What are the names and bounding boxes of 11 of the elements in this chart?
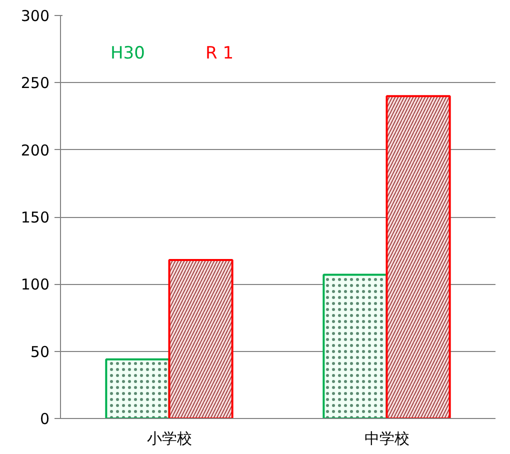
y-tick-label: 250 (20, 74, 50, 92)
y-tick-label: 0 (40, 410, 50, 428)
y-tick-label: 50 (30, 342, 50, 361)
y-tick-label: 100 (20, 276, 50, 294)
y-tick-label: 150 (20, 208, 50, 226)
y-tick-label: 300 (20, 7, 50, 25)
text: R 1 (206, 44, 234, 64)
x-tick-label: 小学校 (146, 430, 192, 448)
x-tick-label: 中学校 (364, 430, 410, 448)
y-tick-label: 200 (20, 141, 50, 160)
text: H30 (110, 44, 145, 64)
